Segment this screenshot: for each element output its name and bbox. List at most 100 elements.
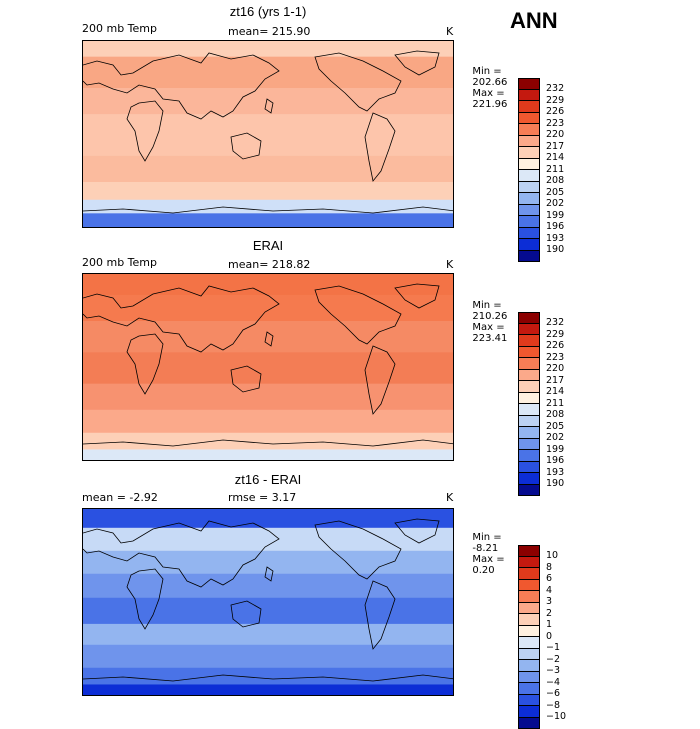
panel3-colorbar-cell: [518, 718, 540, 729]
panel2-mean-label: mean=: [228, 258, 268, 271]
panel2-map: [82, 273, 454, 461]
panel3-rmse: rmse = 3.17: [228, 491, 296, 504]
panel2-colorbar-tick-label: 220: [546, 363, 564, 375]
panel1-colorbar-cell: [518, 101, 540, 113]
panel2-colorbar-tick-label: 232: [546, 317, 564, 329]
panel2-colorbar-tick-label: 205: [546, 421, 564, 433]
panel2-colorbar-tick-label: 223: [546, 352, 564, 364]
panel1-colorbar-tick-label: 220: [546, 129, 564, 141]
panel1-colorbar-cell: [518, 90, 540, 102]
panel1-colorbar-tick-label: 202: [546, 198, 564, 210]
panel1-map-svg: [83, 41, 454, 228]
panel3-colorbar-tick-label: 1: [546, 619, 566, 631]
panel2-colorbar-tick-label: 229: [546, 329, 564, 341]
panel1-colorbar-tick-label: 229: [546, 95, 564, 107]
panel2-colorbar-cell: [518, 335, 540, 347]
panel3-colorbar-cell: [518, 683, 540, 695]
panel3-units: K: [446, 491, 453, 504]
panel3-mean: mean = -2.92: [82, 491, 158, 504]
panel1-units: K: [446, 25, 453, 38]
season-label: ANN: [510, 8, 558, 34]
panel1-band-5: [83, 182, 454, 200]
panel2-colorbar: [518, 312, 540, 496]
panel1-colorbar-cell: [518, 124, 540, 136]
panel3-colorbar-tick-label: −1: [546, 642, 566, 654]
panel3-band-4: [83, 598, 454, 625]
panel3-min-value: -8.21: [472, 543, 498, 554]
panel1-colorbar-cell: [518, 251, 540, 263]
panel3-max-label: Max =: [472, 554, 504, 565]
panel3-colorbar-cell: [518, 706, 540, 718]
panel3-mean-label: mean =: [82, 491, 126, 504]
panel2-colorbar-cell: [518, 462, 540, 474]
panel3-colorbar-cell: [518, 672, 540, 684]
panel1-colorbar-tick-label: 217: [546, 141, 564, 153]
panel2-colorbar-tick-label: 199: [546, 444, 564, 456]
panel3-band-8: [83, 684, 454, 696]
panel1-colorbar-cell: [518, 216, 540, 228]
panel2-colorbar-tick-label: 208: [546, 409, 564, 421]
panel1-min-value: 202.66: [472, 77, 507, 88]
panel1-band-4: [83, 156, 454, 183]
panel1-colorbar-tick-label: 232: [546, 83, 564, 95]
panel1-colorbar-tick-label: 211: [546, 164, 564, 176]
panel1-colorbar-tick-label: 199: [546, 210, 564, 222]
panel3-colorbar-cell: [518, 557, 540, 569]
panel3-colorbar-cell: [518, 626, 540, 638]
panel3-rmse-label: rmse =: [228, 491, 268, 504]
panel3-colorbar-tick-label: 3: [546, 596, 566, 608]
panel2-colorbar-cell: [518, 381, 540, 393]
panel1-colorbar-cell: [518, 159, 540, 171]
panel1-colorbar-cell: [518, 136, 540, 148]
panel2-colorbar-tick-label: 214: [546, 386, 564, 398]
panel1-min-label: Min =: [472, 66, 501, 77]
panel1-max-value: 221.96: [472, 99, 507, 110]
panel2-mean-value: 218.82: [272, 258, 311, 271]
panel3-colorbar-tick-label: −2: [546, 654, 566, 666]
panel1-variable: 200 mb Temp: [82, 22, 157, 35]
panel3-band-6: [83, 645, 454, 668]
panel3-colorbar-tick-label: −8: [546, 700, 566, 712]
panel2-colorbar-cell: [518, 347, 540, 359]
panel1-colorbar-cell: [518, 113, 540, 125]
panel2-title: ERAI: [82, 238, 454, 253]
panel2-colorbar-cell: [518, 485, 540, 497]
panel1-colorbar-cell: [518, 78, 540, 90]
panel1-band-6: [83, 200, 454, 214]
panel2-colorbar-cell: [518, 312, 540, 324]
panel3-colorbar-tick-label: 10: [546, 550, 566, 562]
panel2-max-label: Max =: [472, 322, 504, 333]
panel1-max-label: Max =: [472, 88, 504, 99]
panel3-colorbar-tick-label: −10: [546, 711, 566, 723]
panel1-colorbar-tick-label: 205: [546, 187, 564, 199]
panel1-colorbar-tick-label: 226: [546, 106, 564, 118]
panel2-colorbar-tick-label: 202: [546, 432, 564, 444]
panel2-colorbar-cell: [518, 324, 540, 336]
panel1-colorbar-tick-label: 196: [546, 221, 564, 233]
panel2-colorbar-cell: [518, 393, 540, 405]
panel1-band-1: [83, 57, 454, 89]
panel2-colorbar-cell: [518, 370, 540, 382]
panel2-colorbar-tick-label: 217: [546, 375, 564, 387]
panel3-band-0: [83, 509, 454, 528]
panel1-colorbar-cell: [518, 182, 540, 194]
panel2-colorbar-tick-label: 193: [546, 467, 564, 479]
panel3-colorbar-cell: [518, 603, 540, 615]
panel2-band-2: [83, 321, 454, 353]
panel1-title: zt16 (yrs 1-1): [82, 4, 454, 19]
panel3-colorbar-tick-label: 4: [546, 585, 566, 597]
panel3-map-svg: [83, 509, 454, 696]
panel3-colorbar-cell: [518, 591, 540, 603]
panel3-colorbar-cell: [518, 614, 540, 626]
panel3-title: zt16 - ERAI: [82, 472, 454, 487]
panel3-colorbar-tick-label: 6: [546, 573, 566, 585]
panel2-colorbar-cell: [518, 439, 540, 451]
panel2-colorbar-cell: [518, 358, 540, 370]
panel1-colorbar-cell: [518, 193, 540, 205]
panel2-colorbar-cell: [518, 416, 540, 428]
panel3-colorbar-cell: [518, 568, 540, 580]
panel3-band-3: [83, 574, 454, 599]
panel1-colorbar-cell: [518, 170, 540, 182]
